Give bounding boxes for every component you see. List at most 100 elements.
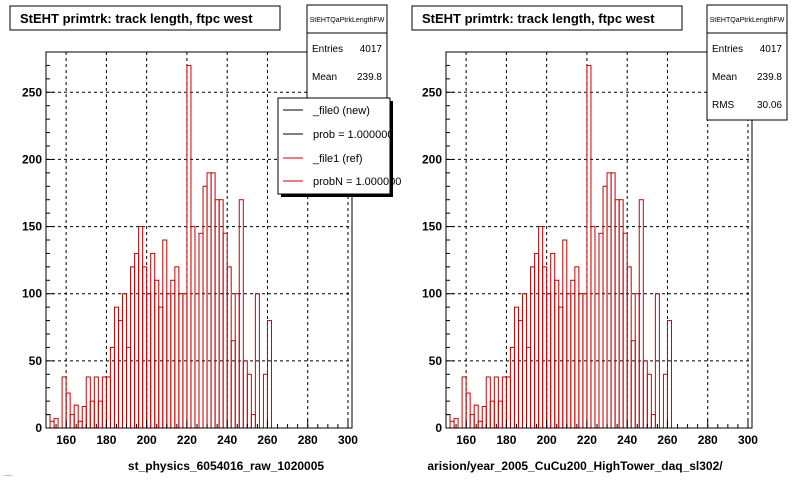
- histogram-bar: [562, 239, 568, 429]
- title-box: StEHT primtrk: track length, ftpc west: [9, 5, 281, 31]
- chart-title: StEHT primtrk: track length, ftpc west: [422, 11, 655, 26]
- stats-mean-value: 239.8: [757, 72, 782, 83]
- stats-name: StEHTQaPtrkLengthFW: [310, 17, 385, 24]
- x-axis-label: arision/year_2005_CuCu200_HighTower_daq_…: [427, 459, 723, 473]
- x-tick-label: 180: [496, 433, 516, 447]
- histogram-bar: [542, 266, 548, 429]
- histogram-bar: [662, 373, 668, 429]
- stats-entries-label: Entries: [712, 44, 743, 55]
- histogram-bar: [570, 279, 576, 429]
- histogram-bar: [606, 172, 612, 429]
- histogram-bar: [501, 376, 507, 429]
- x-tick-label: 240: [617, 433, 637, 447]
- histogram-bar: [461, 376, 467, 429]
- legend-box: _file0 (new) prob = 1.000000 _file1 (ref…: [277, 97, 401, 197]
- y-tick-label: 100: [22, 287, 42, 301]
- x-tick-label: 300: [738, 433, 758, 447]
- x-axis-label: st_physics_6054016_raw_1020005: [128, 459, 324, 473]
- histogram-bar: [638, 199, 644, 429]
- x-tick-label: 160: [456, 433, 476, 447]
- stats-mean-label: Mean: [712, 72, 737, 83]
- y-tick-label: 250: [422, 85, 442, 99]
- x-tick-label: 200: [537, 433, 557, 447]
- legend-entry: probN = 1.000000: [283, 176, 401, 188]
- x-tick-label: 200: [137, 433, 157, 447]
- histogram-bar: [550, 252, 556, 429]
- axis-ticks: 160 180 200 220 240 260 280 300 0 50 100 150 200 250: [22, 51, 358, 447]
- histogram-bar: [598, 232, 604, 429]
- histogram-bar: [505, 376, 511, 429]
- x-tick-label: 220: [177, 433, 197, 447]
- histogram-bar: [646, 373, 652, 429]
- histogram-bar: [614, 199, 620, 429]
- histogram-bar: [574, 266, 580, 429]
- chart-title: StEHT primtrk: track length, ftpc west: [20, 11, 253, 26]
- histogram-panel-left: 160 180 200 220 240 260 280 300050100150200250 …: [9, 4, 402, 473]
- histogram-bar: [650, 414, 656, 429]
- x-tick-label: 280: [298, 433, 318, 447]
- y-tick-label: 150: [22, 220, 42, 234]
- y-tick-label: 200: [22, 152, 42, 166]
- x-tick-label: 160: [56, 433, 76, 447]
- histogram-bar: [558, 306, 564, 429]
- histogram-bar: [630, 340, 636, 429]
- title-box: StEHT primtrk: track length, ftpc west: [411, 5, 683, 31]
- histogram-bar: [465, 392, 471, 429]
- histogram-bars: [445, 64, 672, 429]
- axis-ticks: 160 180 200 220 240 260 280 300 0 50 100 150 200 250: [422, 51, 758, 447]
- histogram-bar: [489, 400, 495, 429]
- legend-label: _file1 (ref): [312, 153, 363, 165]
- y-tick-label: 0: [435, 421, 442, 435]
- histogram-bar: [534, 252, 540, 429]
- histogram-bar: [477, 420, 483, 429]
- histogram-bar: [513, 306, 519, 429]
- y-tick-label: 250: [22, 85, 42, 99]
- histogram-bar: [590, 226, 596, 429]
- histogram-bar: [481, 406, 487, 429]
- histogram-bar: [485, 376, 491, 429]
- x-tick-label: 300: [338, 433, 358, 447]
- histogram-bar: [666, 320, 672, 429]
- histogram-bar: [449, 420, 455, 429]
- y-tick-label: 0: [35, 421, 42, 435]
- stats-mean-value: 239.8: [357, 72, 382, 83]
- y-tick-label: 200: [422, 152, 442, 166]
- x-tick-label: 180: [96, 433, 116, 447]
- stats-box: StEHTQaPtrkLengthFW Entries 4017 Mean 23…: [706, 4, 788, 121]
- legend-entry: _file0 (new): [283, 105, 370, 117]
- stats-rms-label: RMS: [712, 100, 735, 111]
- histogram-bar: [642, 360, 648, 429]
- legend-label: _file0 (new): [312, 105, 370, 117]
- footer-text: ....: [4, 471, 12, 478]
- histogram-bar: [517, 320, 524, 429]
- histogram-bar: [497, 400, 503, 429]
- y-tick-label: 100: [422, 287, 442, 301]
- histogram-panel-right: 160 180 200 220 240 260 280 300050100150200250 …: [411, 4, 788, 473]
- stats-rms-value: 30.06: [757, 100, 782, 111]
- histogram-bar: [445, 414, 451, 429]
- stats-entries-value: 4017: [360, 44, 383, 55]
- histogram-bar: [618, 199, 624, 429]
- stats-entries-value: 4017: [760, 44, 783, 55]
- histogram-bar: [493, 376, 499, 429]
- legend-entry: prob = 1.000000: [283, 129, 393, 141]
- histogram-bar: [554, 279, 560, 429]
- x-tick-label: 260: [657, 433, 677, 447]
- histogram-bar: [469, 414, 475, 429]
- x-tick-label: 260: [257, 433, 277, 447]
- stats-entries-label: Entries: [312, 44, 343, 55]
- legend-label: probN = 1.000000: [313, 176, 401, 188]
- y-tick-label: 50: [29, 354, 43, 368]
- histogram-bar: [622, 232, 628, 429]
- stats-name: StEHTQaPtrkLengthFW: [710, 17, 785, 24]
- histogram-bar: [509, 346, 515, 429]
- histogram-bar: [526, 346, 532, 429]
- x-tick-label: 280: [698, 433, 718, 447]
- stats-mean-label: Mean: [312, 72, 337, 83]
- histogram-bar: [610, 172, 616, 429]
- histogram-bar: [538, 226, 544, 429]
- y-tick-label: 150: [422, 220, 442, 234]
- histogram-bar: [626, 266, 632, 429]
- histogram-bar: [602, 185, 608, 429]
